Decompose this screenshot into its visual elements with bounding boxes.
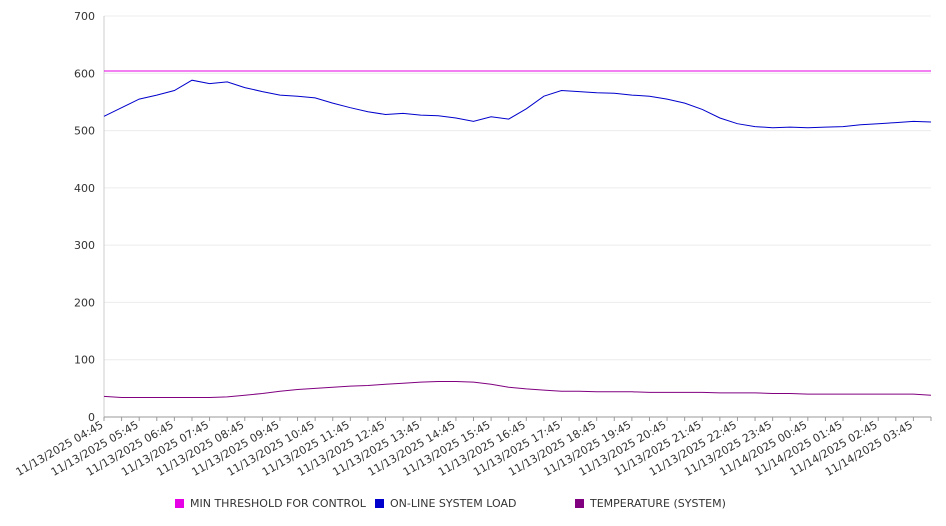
y-tick-label: 100 xyxy=(74,354,95,367)
y-tick-label: 500 xyxy=(74,125,95,138)
y-tick-label: 700 xyxy=(74,10,95,23)
y-tick-label: 200 xyxy=(74,296,95,309)
legend-swatch xyxy=(575,499,584,508)
chart-legend: MIN THRESHOLD FOR CONTROL ON-LINE SYSTEM … xyxy=(0,497,946,515)
y-tick-label: 600 xyxy=(74,67,95,80)
y-tick-label: 0 xyxy=(88,411,95,424)
legend-item: MIN THRESHOLD FOR CONTROL xyxy=(175,497,366,510)
legend-swatch xyxy=(175,499,184,508)
series-line-temperature-system xyxy=(103,381,932,398)
legend-item: TEMPERATURE (SYSTEM) xyxy=(575,497,726,510)
legend-item: ON-LINE SYSTEM LOAD xyxy=(375,497,516,510)
legend-label: MIN THRESHOLD FOR CONTROL xyxy=(190,497,366,510)
y-tick-label: 400 xyxy=(74,182,95,195)
y-tick-label: 300 xyxy=(74,239,95,252)
legend-label: TEMPERATURE (SYSTEM) xyxy=(590,497,726,510)
series-line-on-line-system-load xyxy=(103,79,932,129)
legend-label: ON-LINE SYSTEM LOAD xyxy=(390,497,517,510)
legend-swatch xyxy=(375,499,384,508)
